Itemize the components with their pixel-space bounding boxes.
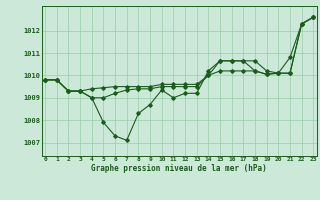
X-axis label: Graphe pression niveau de la mer (hPa): Graphe pression niveau de la mer (hPa) [91,164,267,173]
